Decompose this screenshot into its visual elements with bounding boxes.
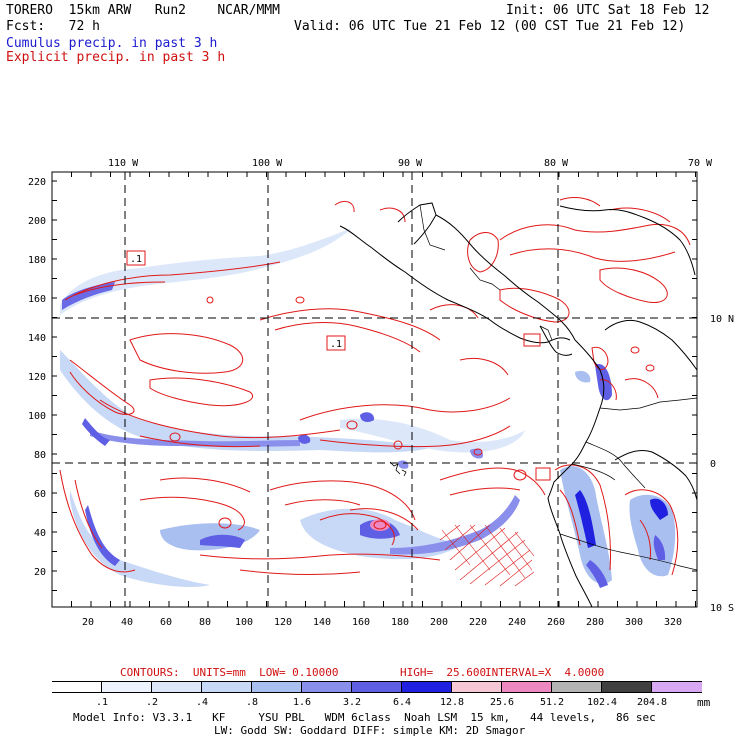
contour-interval: INTERVAL=X 4.0000 xyxy=(485,666,605,679)
colorbar-swatch xyxy=(352,682,402,692)
map-frame xyxy=(51,171,698,608)
lat-label: 10 N xyxy=(710,314,734,325)
colorbar-swatch xyxy=(452,682,502,692)
country-borders xyxy=(419,204,697,571)
y-grid-label: 180 xyxy=(28,255,46,266)
y-grid-label: 160 xyxy=(28,294,46,305)
contour-info: CONTOURS: UNITS=mm LOW= 0.10000 xyxy=(120,666,339,679)
label-boxes xyxy=(126,250,551,481)
x-grid-label: 320 xyxy=(664,617,682,628)
y-grid-label: 100 xyxy=(28,411,46,422)
field-explicit-label: Explicit precip. in past 3 h xyxy=(6,50,226,65)
x-grid-label: 20 xyxy=(82,617,94,628)
colorbar-swatch xyxy=(602,682,652,692)
colorbar-label: 6.4 xyxy=(392,697,412,708)
colorbar-label: 51.2 xyxy=(539,697,565,708)
lon-label: 110 W xyxy=(108,158,139,169)
x-grid-label: 160 xyxy=(352,617,370,628)
forecast-hour: Fcst: 72 h xyxy=(6,19,100,34)
contour-high: HIGH= 25.600 xyxy=(400,666,487,679)
model-info: Model Info: V3.3.1 KF YSU PBL WDM 6class… xyxy=(73,711,656,724)
colorbar-swatch xyxy=(52,682,102,692)
x-grid-label: 40 xyxy=(121,617,133,628)
lon-label: 70 W xyxy=(688,158,713,169)
model-title: TORERO 15km ARW Run2 NCAR/MMM xyxy=(6,3,280,18)
valid-time: Valid: 06 UTC Tue 21 Feb 12 (00 CST Tue … xyxy=(294,19,686,34)
init-time: Init: 06 UTC Sat 18 Feb 12 xyxy=(506,3,710,18)
x-grid-label: 120 xyxy=(274,617,292,628)
colorbar-label: 102.4 xyxy=(586,697,618,708)
x-grid-label: 140 xyxy=(313,617,331,628)
colorbar-swatch xyxy=(402,682,452,692)
lat-label: 10 S xyxy=(710,603,734,614)
physics-info: LW: Godd SW: Goddard DIFF: simple KM: 2D… xyxy=(214,724,526,737)
colorbar-label: .2 xyxy=(145,697,159,708)
lon-label: 80 W xyxy=(544,158,569,169)
x-grid-label: 180 xyxy=(391,617,409,628)
field-cumulus-label: Cumulus precip. in past 3 h xyxy=(6,36,218,51)
x-grid-label: 260 xyxy=(547,617,565,628)
x-grid-label: 280 xyxy=(586,617,604,628)
colorbar-label: 1.6 xyxy=(292,697,312,708)
explicit-precip-contours xyxy=(59,197,691,576)
colorbar-label: .8 xyxy=(245,697,259,708)
x-grid-label: 300 xyxy=(625,617,643,628)
colorbar-label: .1 xyxy=(95,697,109,708)
galapagos-islands xyxy=(389,461,407,477)
colorbar-swatch xyxy=(502,682,552,692)
x-grid-label: 60 xyxy=(160,617,172,628)
explicit-hatch-region xyxy=(439,524,535,587)
y-grid-label: 40 xyxy=(34,528,46,539)
y-grid-label: 60 xyxy=(34,489,46,500)
y-grid-label: 200 xyxy=(28,216,46,227)
colorbar-swatch xyxy=(552,682,602,692)
colorbar-swatch xyxy=(152,682,202,692)
colorbar-label: 3.2 xyxy=(342,697,362,708)
colorbar xyxy=(52,681,702,693)
x-grid-label: 200 xyxy=(430,617,448,628)
colorbar-label: 12.8 xyxy=(439,697,465,708)
colorbar-swatch xyxy=(252,682,302,692)
colorbar-swatch xyxy=(102,682,152,692)
lat-label: 0 xyxy=(710,459,716,470)
x-grid-label: 240 xyxy=(508,617,526,628)
colorbar-label: .4 xyxy=(195,697,209,708)
lon-label: 90 W xyxy=(398,158,423,169)
lon-label: 100 W xyxy=(252,158,283,169)
colorbar-label: 25.6 xyxy=(489,697,515,708)
box-label: .1 xyxy=(330,339,342,350)
box-label: .1 xyxy=(130,254,142,265)
colorbar-swatch xyxy=(652,682,702,692)
y-grid-label: 80 xyxy=(34,450,46,461)
y-grid-label: 20 xyxy=(34,567,46,578)
x-grid-label: 220 xyxy=(469,617,487,628)
colorbar-swatch xyxy=(202,682,252,692)
colorbar-unit: mm xyxy=(697,696,711,709)
y-grid-label: 220 xyxy=(28,177,46,188)
x-grid-label: 80 xyxy=(199,617,211,628)
latlon-grid xyxy=(52,172,697,607)
y-grid-label: 120 xyxy=(28,372,46,383)
colorbar-swatch xyxy=(302,682,352,692)
colorbar-label: 204.8 xyxy=(636,697,668,708)
x-grid-label: 100 xyxy=(235,617,253,628)
y-grid-label: 140 xyxy=(28,333,46,344)
